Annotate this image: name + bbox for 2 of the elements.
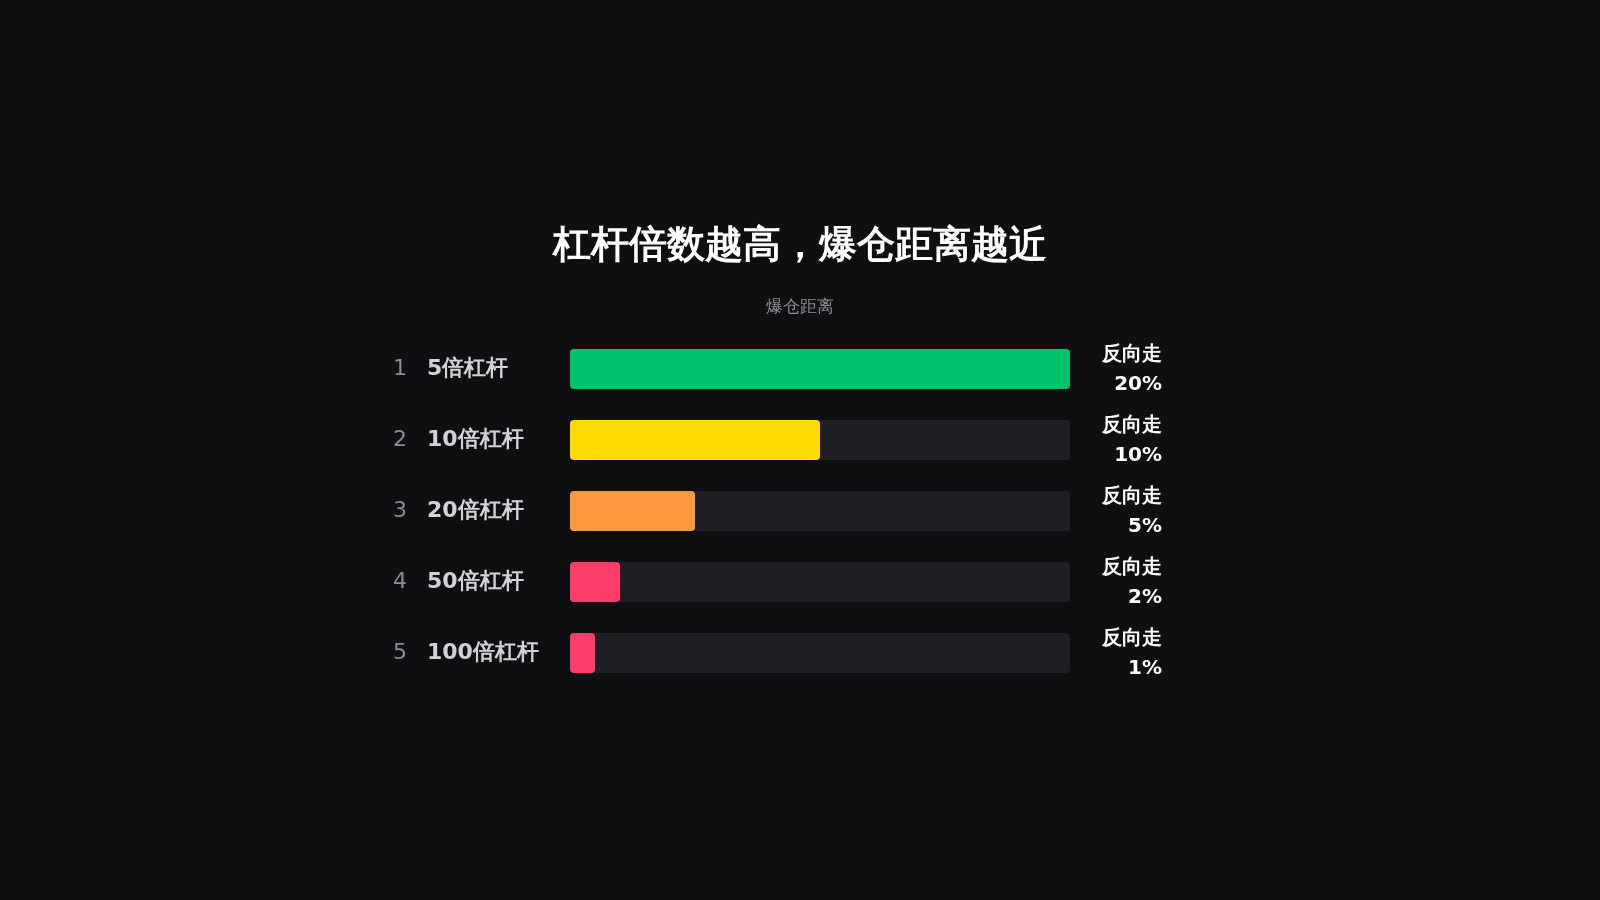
xlabel: 爆仓距离 xyxy=(766,296,834,316)
title: 杠杆倍数越高，爆仓距离越近 xyxy=(553,221,1047,266)
